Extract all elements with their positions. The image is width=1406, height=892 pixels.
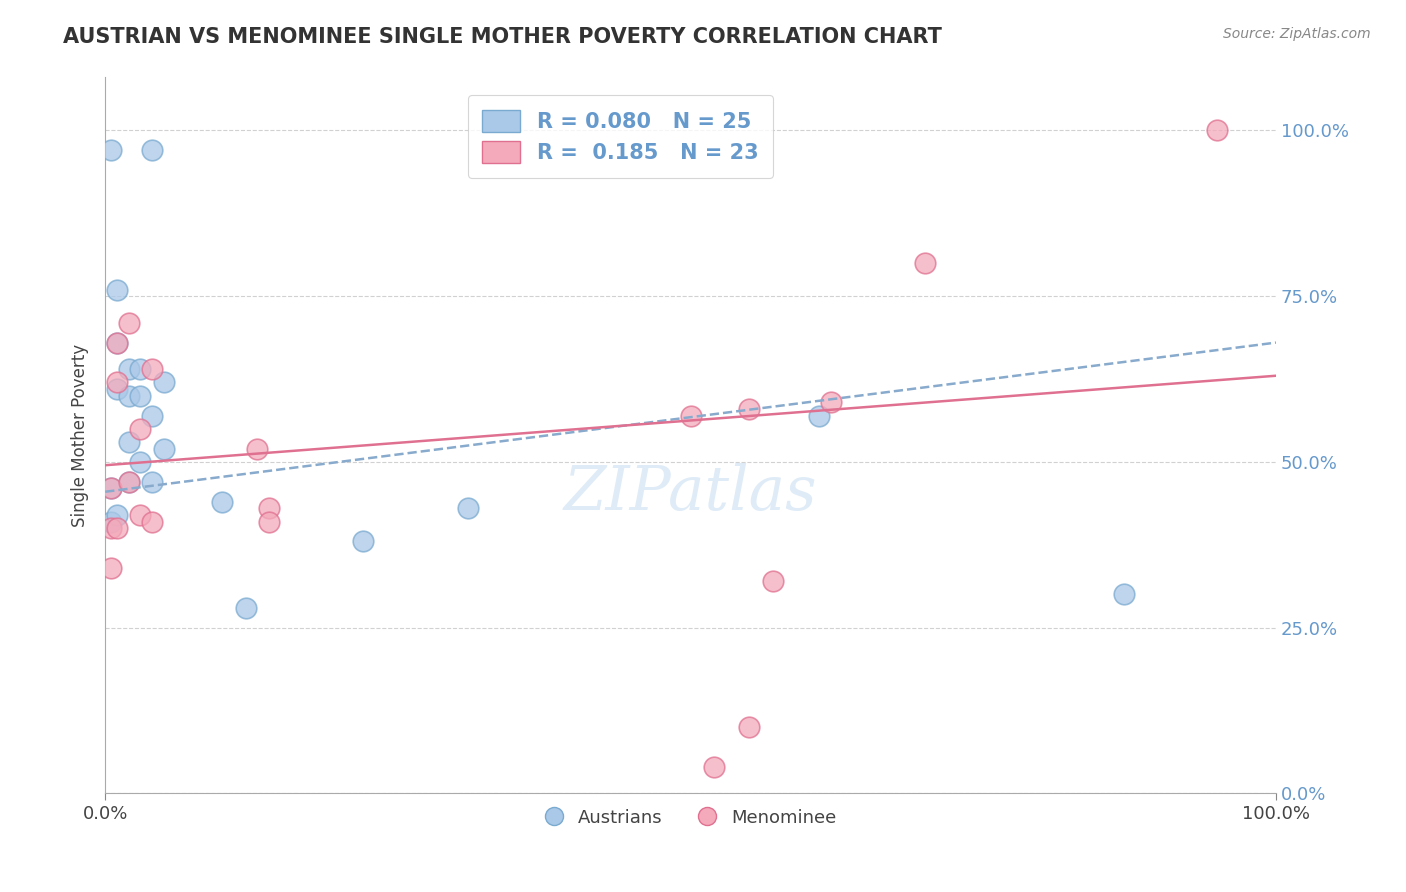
Point [914,256,936,270]
Point [129,455,152,469]
Y-axis label: Single Mother Poverty: Single Mother Poverty [72,343,89,527]
Point [141,144,163,158]
Point [129,389,152,403]
Point [117,316,139,330]
Point [105,335,128,350]
Point [141,515,163,529]
Point [738,720,761,734]
Text: AUSTRIAN VS MENOMINEE SINGLE MOTHER POVERTY CORRELATION CHART: AUSTRIAN VS MENOMINEE SINGLE MOTHER POVE… [63,27,942,46]
Point [141,362,163,376]
Point [257,501,280,516]
Point [141,475,163,489]
Point [117,475,139,489]
Point [129,508,152,522]
Point [105,376,128,390]
Point [100,515,122,529]
Point [100,561,122,575]
Point [1206,123,1229,137]
Text: ZIPatlas: ZIPatlas [564,463,817,523]
Point [117,362,139,376]
Point [679,409,702,423]
Point [257,515,280,529]
Point [117,475,139,489]
Point [100,482,122,496]
Point [105,283,128,297]
Point [117,435,139,450]
Point [820,395,842,409]
Point [105,508,128,522]
Point [246,442,269,456]
Point [129,362,152,376]
Point [1112,587,1135,601]
Point [761,574,783,589]
Text: Source: ZipAtlas.com: Source: ZipAtlas.com [1223,27,1371,41]
Point [152,376,174,390]
Point [105,382,128,396]
Point [738,401,761,416]
Point [141,409,163,423]
Point [100,144,122,158]
Point [152,442,174,456]
Legend: Austrians, Menominee: Austrians, Menominee [538,801,844,834]
Point [211,494,233,508]
Point [100,482,122,496]
Point [235,600,257,615]
Point [129,422,152,436]
Point [808,409,831,423]
Point [117,389,139,403]
Point [100,521,122,535]
Point [105,335,128,350]
Point [105,521,128,535]
Point [457,501,479,516]
Point [703,760,725,774]
Point [352,534,374,549]
